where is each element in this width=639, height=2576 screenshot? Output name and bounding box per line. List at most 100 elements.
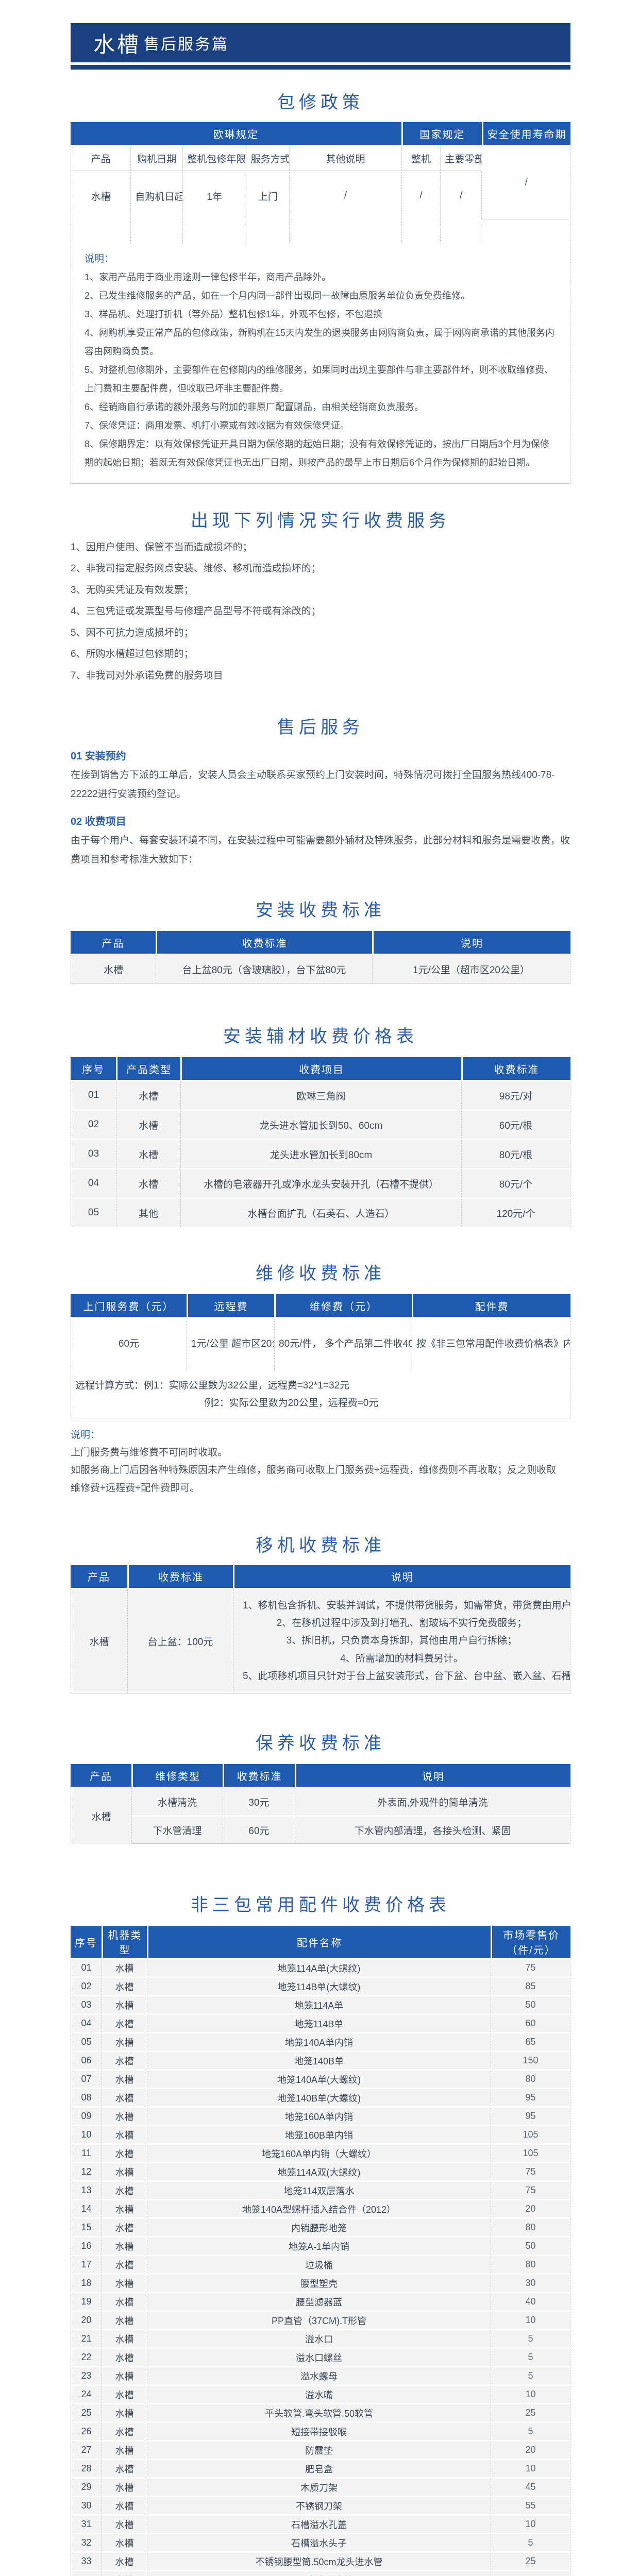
table-row: 18 水槽 腰型塑壳 30 <box>71 2275 570 2292</box>
table-row: 06 水槽 地笼140B单 150 <box>71 2052 570 2070</box>
warranty-notes-list: 1、家用产品用于商业用途则一律包修半年，商用产品除外。 2、已发生维修服务的产品，… <box>85 268 557 472</box>
table-row: 11 水槽 地笼160A单内销（大螺纹） 105 <box>71 2145 570 2162</box>
table-row: 22 水槽 溢水口螺丝 5 <box>71 2349 570 2366</box>
warranty-subheader-row: 产品 购机日期 整机包修年限 服务方式 其他说明 整机 主要零部件 / <box>71 146 570 219</box>
table-row: 31 水槽 石槽溢水孔盖 10 <box>71 2516 570 2533</box>
maintain-fee-row-1: 水槽 水槽清洗 30元 外表面,外观件的简单清洗 <box>71 1788 570 1844</box>
subheader-other: 其他说明 <box>289 146 401 171</box>
repair-fee-header-row: 上门服务费（元） 远程费 维修费（元） 配件费 <box>71 1294 570 1317</box>
banner-stripe <box>71 65 570 70</box>
install-fee-header-row: 产品 收费标准 说明 <box>71 931 570 954</box>
table-row: 19 水槽 腰型滤器蓝 40 <box>71 2293 570 2311</box>
header-part-name: 配件名称 <box>147 1926 491 1958</box>
repair-note-item: 维修费+远程费+配件费即可。 <box>71 1482 200 1494</box>
move-fee-header-row: 产品 收费标准 说明 <box>71 1565 570 1588</box>
table-row: 01 水槽 地笼114A单(大螺纹) 75 <box>71 1959 570 1977</box>
maintain-fee-header-row: 产品 维修类型 收费标准 说明 <box>71 1764 570 1787</box>
group-header-safelife: 安全使用寿命期 <box>482 122 570 145</box>
warranty-heading: 包修政策 <box>277 93 364 112</box>
move-note-item: 1、移机包含拆机、安装并调试，不提供带货服务，如需带货，带货费由用户与服务商协商… <box>243 1600 570 1611</box>
paid-case-item: 3、无购买凭证及有效发票； <box>71 584 194 596</box>
move-note-item: 4、所需增加的材料费另计。 <box>340 1653 463 1664</box>
parts-table-header-row: 序号 机器类型 配件名称 市场零售价（件/元） <box>71 1926 570 1958</box>
cell-main-parts: / <box>440 172 482 219</box>
header-parts-fee: 配件费 <box>412 1294 570 1317</box>
table-row: 02 水槽 地笼114B单(大螺纹) 85 <box>71 1978 570 1995</box>
install-material-body: 01 水槽 欧琳三角阀 98元/对 02 水槽 龙头进水管加长到50、60cm … <box>71 1081 570 1227</box>
move-note-item: 3、拆旧机，只负责本身拆卸，其他由用户自行拆除； <box>286 1635 517 1647</box>
calc-note-line2: 例2：实际公里数为20公里，远程费=0元 <box>204 1398 379 1409</box>
repair-fee-heading: 维修收费标准 <box>256 1264 385 1284</box>
paid-case-item: 7、非我司对外承诺免费的服务项目 <box>71 670 223 681</box>
repair-fee-notes: 说明： 上门服务费与维修费不可同时收取。 如服务商上门后因各种特殊原因未产生维修，… <box>71 1427 570 1497</box>
warranty-note-item: 1、家用产品用于商业用途则一律包修半年，商用产品除外。 <box>85 272 331 282</box>
warranty-note-item: 5、对整机包修期外，主要部件在包修期内的维修服务，如果同时出现主要部件与非主要部… <box>85 365 554 394</box>
cell-product: 水槽 <box>71 1589 127 1694</box>
header-fee-standard: 收费标准 <box>223 1764 295 1787</box>
table-row: 02 水槽 龙头进水管加长到50、60cm 60元/根 <box>71 1111 570 1139</box>
subheader-warranty-years: 整机包修年限 <box>182 146 246 171</box>
header-machine-type: 机器类型 <box>102 1926 147 1958</box>
cell-warranty-years: 1年 <box>182 172 246 219</box>
table-row: 28 水槽 肥皂盒 10 <box>71 2460 570 2478</box>
header-repair-type: 维修类型 <box>131 1764 223 1787</box>
table-row: 16 水槽 地笼A-1单内销 50 <box>71 2238 570 2255</box>
repair-notes-list: 上门服务费与维修费不可同时收取。如服务商上门后因各种特殊原因未产生维修，服务商可… <box>71 1444 570 1497</box>
paid-cases-heading: 出现下列情况实行收费服务 <box>191 511 450 531</box>
repair-note-item: 如服务商上门后因各种特殊原因未产生维修，服务商可收取上门服务费+远程费，维修费则… <box>71 1465 557 1476</box>
repair-fee-calc-row: 远程计算方式：例1：实际公里数为32公里，远程费=32*1=32元 例2：实际公… <box>71 1371 570 1419</box>
warranty-notes: 说明： 1、家用产品用于商业用途则一律包修半年，商用产品除外。 2、已发生维修服务… <box>71 244 570 484</box>
table-row: 07 水槽 地笼140A单(大螺纹) 80 <box>71 2071 570 2088</box>
table-row: 20 水槽 PP直管（37CM).T形管 10 <box>71 2312 570 2329</box>
maintain-fee-row-2: 下水管清理 60元 下水管内部清理，各接头检测、紧固 <box>71 1817 570 1844</box>
subheader-service-mode: 服务方式 <box>246 146 290 171</box>
cell-product: 水槽 <box>71 1788 131 1844</box>
header-visit-fee: 上门服务费（元） <box>71 1294 187 1317</box>
warranty-table: 欧琳规定 国家规定 安全使用寿命期 产品 购机日期 整机包修年限 服务方式 其他… <box>71 121 570 245</box>
header-product-type: 产品类型 <box>116 1057 180 1080</box>
maintain-fee-table: 产品 维修类型 收费标准 说明 水槽 水槽清洗 30元 外表面,外观件的简单清洗… <box>71 1762 570 1845</box>
table-row: 33 水槽 不锈钢腰型筒.50cm龙头进水管 25 <box>71 2553 570 2570</box>
header-note: 说明 <box>372 931 570 954</box>
install-material-heading: 安装辅材收费价格表 <box>223 1027 418 1047</box>
fee-items-text: 由于每个用户、每套安装环境不同，在安装过程中可能需要额外辅材及特殊服务，此部分材… <box>71 835 570 866</box>
cell-machine: / <box>401 172 441 219</box>
repair-note-item: 上门服务费与维修费不可同时收取。 <box>71 1447 228 1459</box>
paid-case-item: 1、因用户使用、保管不当而造成损坏的； <box>71 542 253 553</box>
install-fee-data-row: 水槽 台上盆80元（含玻璃胶），台下盆80元 1元/公里（超市区20公里） <box>71 955 570 984</box>
header-fee-standard: 收费标准 <box>156 931 372 954</box>
parts-table-body: 01 水槽 地笼114A单(大螺纹) 75 02 水槽 地笼114B单(大螺纹)… <box>71 1959 570 2576</box>
table-row: 09 水槽 地笼160A单内销 95 <box>71 2108 570 2125</box>
table-row: 14 水槽 地笼140A型螺杆插入结合件（2012） 20 <box>71 2200 570 2218</box>
page-banner: 水槽 售后服务篇 <box>71 23 570 62</box>
warranty-note-item: 2、已发生维修服务的产品，如在一个月内同一部件出现同一故障由原服务单位负责免费维… <box>85 291 470 301</box>
paid-case-item: 2、非我司指定服务网点安装、维修、移机而造成损坏的； <box>71 563 321 574</box>
move-note-item: 2、在移机过程中涉及到打墙孔、割玻璃不实行免费服务； <box>276 1618 527 1629</box>
header-retail-price: 市场零售价（件/元） <box>491 1926 570 1958</box>
table-row: 05 其他 水槽台面扩孔（石英石、人造石） 120元/个 <box>71 1199 570 1227</box>
warranty-notes-title: 说明： <box>85 253 114 264</box>
paid-case-item: 6、所购水槽超过包修期的； <box>71 649 194 660</box>
table-row: 04 水槽 水槽的皂液器开孔或净水龙头安装开孔（石槽不提供） 80元/个 <box>71 1170 570 1198</box>
header-note: 说明 <box>295 1764 570 1787</box>
paid-case-item: 4、三包凭证或发票型号与修理产品型号不符或有涂改的； <box>71 606 321 617</box>
header-fee-standard: 收费标准 <box>461 1057 570 1080</box>
install-fee-table: 产品 收费标准 说明 水槽 台上盆80元（含玻璃胶），台下盆80元 1元/公里（… <box>71 929 570 985</box>
install-material-header-row: 序号 产品类型 收费项目 收费标准 <box>71 1057 570 1080</box>
banner-title-sub: 售后服务篇 <box>144 36 229 53</box>
install-booking-text: 在接到销售方下派的工单后，安装人员会主动联系买家预约上门安装时间，特殊情况可拨打… <box>71 770 555 800</box>
warranty-group-header-row: 欧琳规定 国家规定 安全使用寿命期 <box>71 122 570 145</box>
move-fee-heading: 移机收费标准 <box>256 1535 385 1555</box>
subheader-purchase-date: 购机日期 <box>130 146 183 171</box>
table-row: 32 水槽 石槽溢水头子 5 <box>71 2534 570 2552</box>
cell-other: / <box>289 172 401 219</box>
cell-product: 水槽 <box>71 172 130 219</box>
subheader-main-parts: 主要零部件 <box>440 146 482 171</box>
parts-price-table: 序号 机器类型 配件名称 市场零售价（件/元） 01 水槽 地笼114A单(大螺… <box>71 1924 570 2576</box>
warranty-note-item: 6、经销商自行承诺的额外服务与附加的非原厂配置赠品，由相关经销商负责服务。 <box>85 402 424 412</box>
header-note: 说明 <box>233 1565 570 1588</box>
content-column: 水槽 售后服务篇 包修政策 欧琳规定 国家规定 安全使用寿命期 产品 购机日期 … <box>71 23 570 2576</box>
table-row: 01 水槽 欧琳三角阀 98元/对 <box>71 1081 570 1110</box>
paid-cases-list: 1、因用户使用、保管不当而造成损坏的； 2、非我司指定服务网点安装、维修、移机而造… <box>71 540 570 683</box>
